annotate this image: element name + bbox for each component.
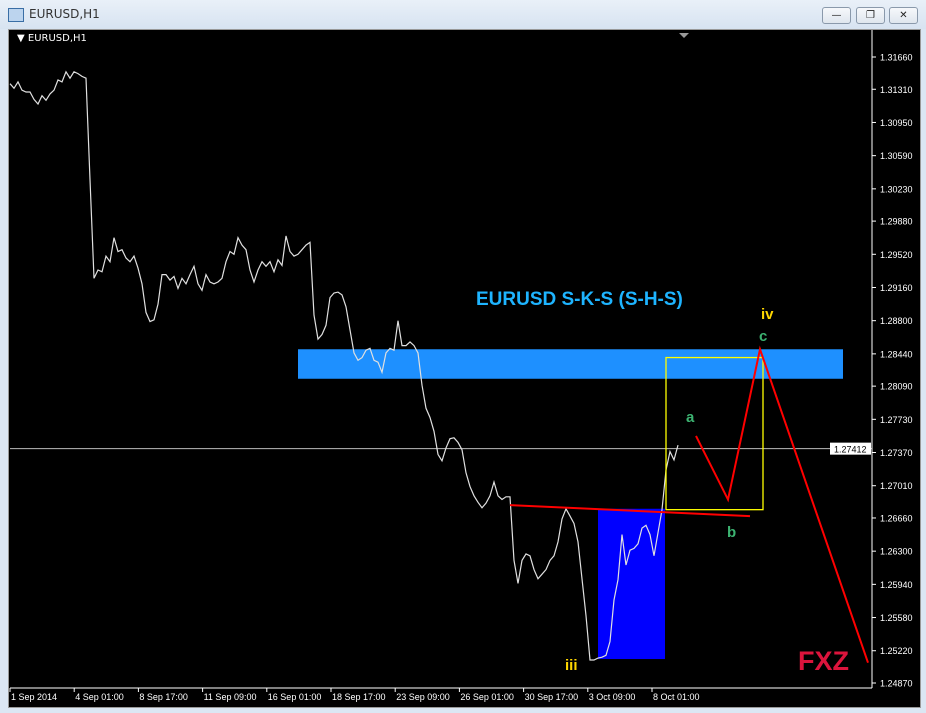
y-tick-label: 1.27370 — [880, 448, 913, 458]
y-tick-label: 1.27010 — [880, 481, 913, 491]
y-tick-label: 1.31310 — [880, 85, 913, 95]
x-tick-label: 8 Sep 17:00 — [139, 692, 188, 702]
y-tick-label: 1.24870 — [880, 679, 913, 689]
x-tick-label: 18 Sep 17:00 — [332, 692, 386, 702]
wave-label-b: b — [727, 524, 736, 541]
y-tick-label: 1.30950 — [880, 118, 913, 128]
minimize-button[interactable]: — — [822, 7, 851, 24]
projection-path — [695, 345, 869, 664]
y-tick-label: 1.25220 — [880, 646, 913, 656]
x-tick-label: 30 Sep 17:00 — [525, 692, 579, 702]
y-tick-label: 1.28800 — [880, 316, 913, 326]
symbol-text: EURUSD,H1 — [27, 33, 87, 44]
target-box — [665, 356, 764, 511]
y-tick-label: 1.26660 — [880, 513, 913, 523]
current-price-label: 1.27412 — [834, 445, 867, 455]
x-tick-label: 11 Sep 09:00 — [204, 692, 257, 702]
wave-label-iv: iv — [761, 306, 774, 323]
x-tick-label: 26 Sep 01:00 — [460, 692, 514, 702]
x-tick-label: 16 Sep 01:00 — [268, 692, 322, 702]
x-tick-label: 8 Oct 01:00 — [653, 692, 700, 702]
chart-shift-marker-icon — [679, 33, 689, 38]
wave-label-c: c — [759, 328, 767, 345]
y-tick-label: 1.29520 — [880, 250, 913, 260]
chart-window-icon — [8, 8, 24, 22]
y-tick-label: 1.26300 — [880, 547, 913, 557]
y-tick-label: 1.30230 — [880, 184, 913, 194]
wave-label-iii: iii — [565, 657, 578, 674]
x-tick-label: 4 Sep 01:00 — [75, 692, 124, 702]
price-series-line — [9, 70, 679, 661]
y-tick-label: 1.25580 — [880, 613, 913, 623]
title-bar: EURUSD,H1 — ❐ ✕ — [0, 0, 926, 29]
y-tick-label: 1.31660 — [880, 53, 913, 63]
y-tick-label: 1.30590 — [880, 151, 913, 161]
y-tick-label: 1.28090 — [880, 382, 913, 392]
y-tick-label: 1.29880 — [880, 217, 913, 227]
restore-button[interactable]: ❐ — [856, 7, 885, 24]
window-title: EURUSD,H1 — [29, 7, 100, 21]
fxz-logo: FXZ — [798, 646, 849, 676]
close-button[interactable]: ✕ — [889, 7, 918, 24]
neckline — [509, 504, 751, 518]
symbol-label: ▼ EURUSD,H1 — [17, 33, 87, 44]
x-tick-label: 3 Oct 09:00 — [589, 692, 636, 702]
y-tick-label: 1.25940 — [880, 580, 913, 590]
x-tick-label: 1 Sep 2014 — [11, 692, 57, 702]
x-tick-label: 23 Sep 09:00 — [396, 692, 450, 702]
resistance-zone — [298, 349, 843, 379]
reversal-zone — [598, 508, 665, 660]
current-price-box — [830, 442, 871, 455]
wave-label-a: a — [686, 409, 695, 426]
y-tick-label: 1.27730 — [880, 415, 913, 425]
chart-title: EURUSD S-K-S (S-H-S) — [476, 289, 683, 310]
y-tick-label: 1.29160 — [880, 283, 913, 293]
y-tick-label: 1.28440 — [880, 349, 913, 359]
